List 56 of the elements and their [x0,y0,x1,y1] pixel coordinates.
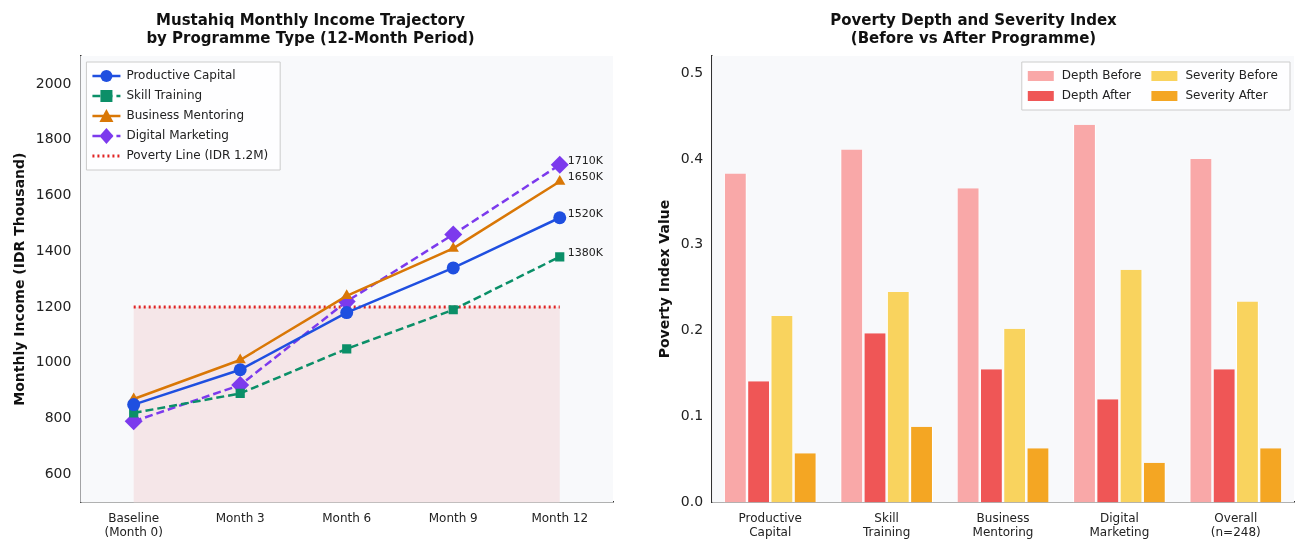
x-tick-label: Business Mentoring [972,510,1034,539]
point [342,344,352,354]
point [235,388,245,399]
legend-label: Skill Training [126,88,203,103]
point [553,211,567,225]
x-tick-label: Baseline (Month 0) [104,510,163,539]
x-tick-label: Overall (n=248) [1210,510,1261,539]
y-tick-label: 1600 [35,186,72,203]
point [234,353,246,364]
legend-label: Poverty Line (IDR 1.2M) [126,148,269,163]
chart-title: Mustahiq Monthly Income Trajectory by Programme Type (12-Month Period) [146,10,475,47]
y-tick-label: 0.5 [680,63,704,80]
y-tick-label: 1400 [35,241,72,258]
y-tick-label: 0.4 [680,149,704,166]
point [444,225,463,244]
annotation: 1710K [567,153,604,167]
point [127,398,141,412]
legend-label: Severity After [1185,88,1268,103]
legend-label: Productive Capital [126,68,236,83]
chart-title: Poverty Depth and Severity Index (Before vs After Programme) [830,10,1118,47]
y-tick-label: 1800 [35,130,72,147]
point [447,241,459,252]
annotation: 1380K [567,245,604,259]
y-tick-label: 0.2 [680,321,704,338]
legend-label: Depth Before [1061,68,1142,83]
legend-label: Severity Before [1185,68,1278,83]
y-tick-label: 800 [44,409,72,426]
point [340,306,354,320]
point [554,174,566,185]
y-tick-label: 0.1 [680,407,704,424]
annotation: 1520K [567,206,604,220]
y-tick-label: 0.0 [680,492,704,509]
x-tick-label: Month 3 [215,510,265,525]
legend-label: Digital Marketing [126,128,229,143]
x-tick-label: Month 6 [322,510,372,525]
point [448,305,458,315]
y-tick-label: 0.3 [680,235,704,252]
point [550,155,569,174]
x-tick-label: Month 9 [428,510,478,525]
point [446,261,460,275]
point [341,289,353,300]
x-tick-label: Skill Training [861,510,911,539]
x-tick-label: Month 12 [531,510,589,525]
point [233,363,247,377]
x-tick-label: Productive Capital [738,510,802,539]
y-tick-label: 1200 [35,297,72,314]
point [555,252,565,262]
y-tick-label: 1000 [35,353,72,370]
legend-label: Depth After [1061,88,1132,103]
y-axis-title: Monthly Income (IDR Thousand) [11,152,28,406]
legend-label: Business Mentoring [126,108,245,123]
y-tick-label: 2000 [35,74,72,91]
y-tick-label: 600 [44,464,72,481]
y-axis-title: Poverty Index Value [656,199,673,359]
annotation: 1650K [567,170,604,184]
x-tick-label: Digital Marketing [1089,510,1150,539]
